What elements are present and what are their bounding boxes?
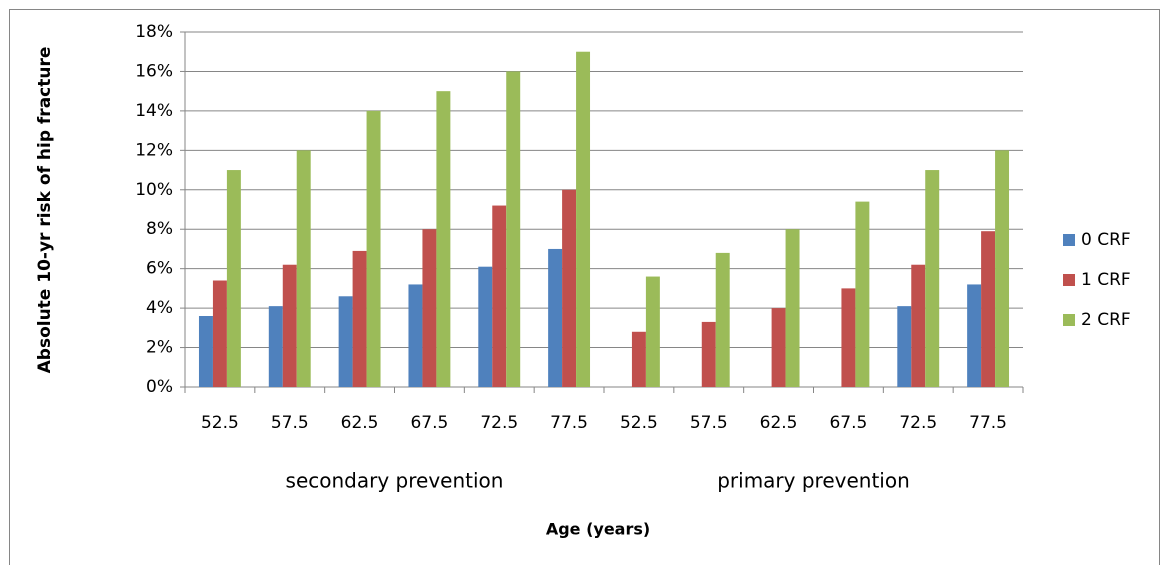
y-tick-label: 14% — [135, 101, 173, 121]
bar — [701, 321, 716, 387]
x-tick-label: 57.5 — [271, 413, 309, 433]
y-tick-label: 6% — [146, 259, 173, 279]
bar — [967, 284, 982, 387]
x-tick-label: 72.5 — [480, 413, 518, 433]
bar — [855, 201, 870, 387]
bar — [785, 229, 800, 387]
y-tick-label: 4% — [146, 298, 173, 318]
bar — [478, 266, 493, 387]
bar — [981, 231, 996, 387]
y-tick-label: 18% — [135, 22, 173, 42]
bar — [366, 110, 381, 387]
group-label: primary prevention — [717, 469, 910, 493]
x-tick-label: 52.5 — [201, 413, 239, 433]
x-tick-label: 72.5 — [899, 413, 937, 433]
y-tick-label: 16% — [135, 61, 173, 81]
x-tick-label: 67.5 — [410, 413, 448, 433]
bar — [841, 288, 856, 387]
y-axis-title: Absolute 10-yr risk of hip fracture — [35, 47, 55, 374]
bar — [911, 264, 926, 387]
x-tick-label: 57.5 — [690, 413, 728, 433]
bar — [282, 264, 297, 387]
bar — [492, 205, 507, 387]
legend-swatch — [1063, 234, 1075, 246]
bar — [268, 306, 283, 387]
group-label: secondary prevention — [286, 469, 504, 493]
bar — [506, 71, 521, 387]
legend-swatch — [1063, 274, 1075, 286]
bar — [548, 248, 563, 387]
bar — [897, 306, 912, 387]
bar — [212, 280, 227, 387]
y-tick-label: 8% — [146, 219, 173, 239]
legend-label: 1 CRF — [1081, 270, 1131, 290]
y-tick-label: 12% — [135, 140, 173, 160]
bar — [925, 170, 940, 387]
x-tick-label: 77.5 — [969, 413, 1007, 433]
legend-swatch — [1063, 314, 1075, 326]
bar — [422, 229, 437, 387]
bar — [408, 284, 423, 387]
bar — [715, 252, 730, 387]
y-tick-label: 10% — [135, 180, 173, 200]
legend-label: 0 CRF — [1081, 230, 1131, 250]
bar — [296, 150, 311, 387]
bar — [995, 150, 1010, 387]
y-tick-label: 2% — [146, 338, 173, 358]
bar — [338, 296, 353, 387]
legend-label: 2 CRF — [1081, 310, 1131, 330]
bar — [771, 308, 786, 387]
x-tick-label: 62.5 — [341, 413, 379, 433]
bar — [352, 250, 367, 387]
x-axis-title: Age (years) — [546, 520, 650, 539]
bar — [226, 170, 241, 387]
bar — [198, 316, 213, 387]
bar — [645, 276, 660, 387]
y-tick-label: 0% — [146, 377, 173, 397]
x-tick-label: 67.5 — [829, 413, 867, 433]
x-tick-label: 77.5 — [550, 413, 588, 433]
bar — [562, 189, 577, 387]
bar — [436, 91, 451, 388]
x-tick-label: 62.5 — [760, 413, 798, 433]
bar — [631, 331, 646, 387]
bar — [576, 51, 591, 387]
x-tick-label: 52.5 — [620, 413, 658, 433]
